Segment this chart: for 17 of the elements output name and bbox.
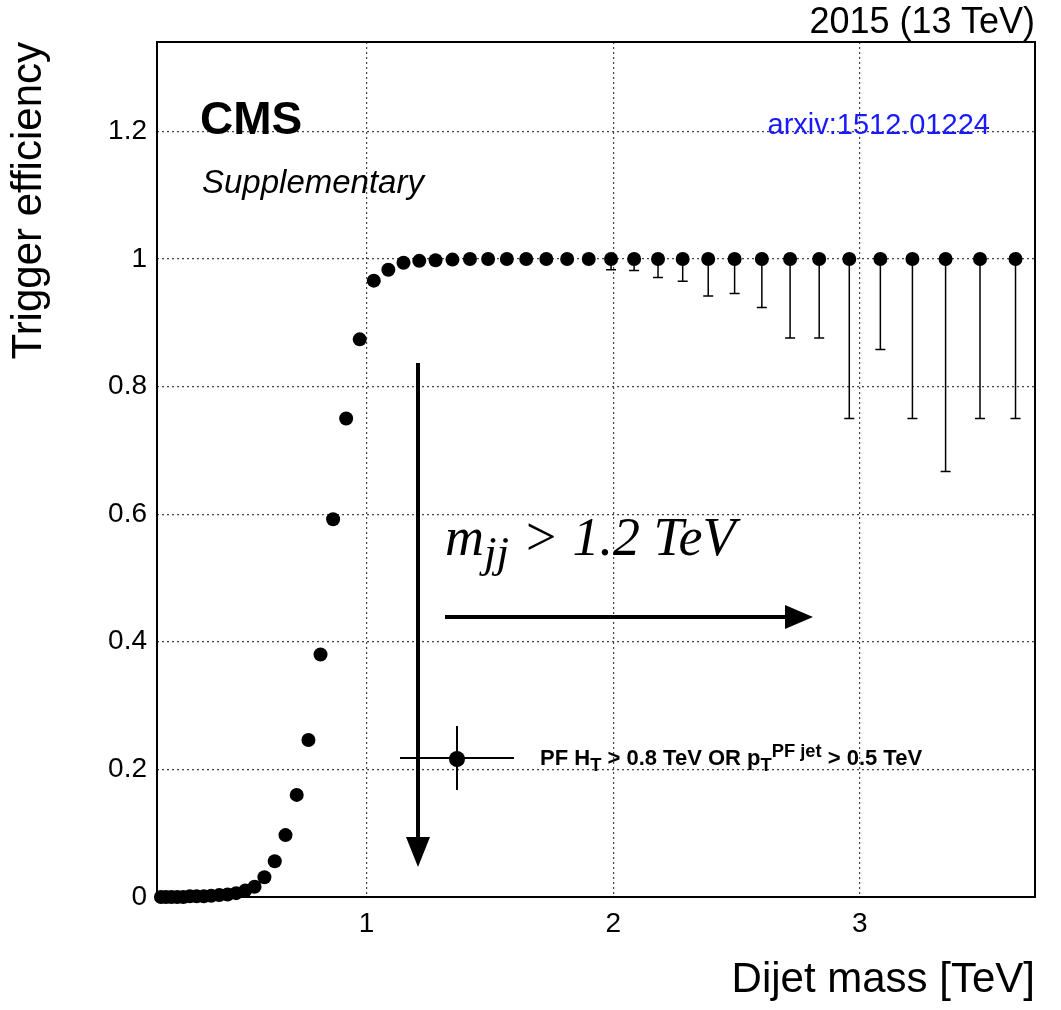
y-tick-label: 0.4 xyxy=(108,624,147,656)
chart-title: 2015 (13 TeV) xyxy=(809,0,1035,42)
x-tick-label: 3 xyxy=(852,906,868,938)
y-tick-label: 1.2 xyxy=(108,114,147,146)
annotation: CMS xyxy=(200,92,303,144)
x-tick-label: 2 xyxy=(605,906,622,938)
y-tick-label: 0.8 xyxy=(108,369,147,401)
y-tick-label: 1 xyxy=(131,241,147,273)
x-axis-title: Dijet mass [TeV] xyxy=(731,954,1035,1002)
y-tick-label: 0.2 xyxy=(108,752,147,784)
y-axis-title: Trigger efficiency xyxy=(2,42,50,360)
annotation: arxiv:1512.01224 xyxy=(767,108,990,140)
y-tick-label: 0.6 xyxy=(108,496,147,528)
y-tick-label: 0 xyxy=(131,879,147,911)
text: PF H$_{T}$ > 0.8 TeV OR p$_{T}$$^{PF jet}$ > 0.5 TeV xyxy=(540,739,923,776)
x-tick-label: 1 xyxy=(358,906,375,938)
annotation: Supplementary xyxy=(202,163,424,200)
